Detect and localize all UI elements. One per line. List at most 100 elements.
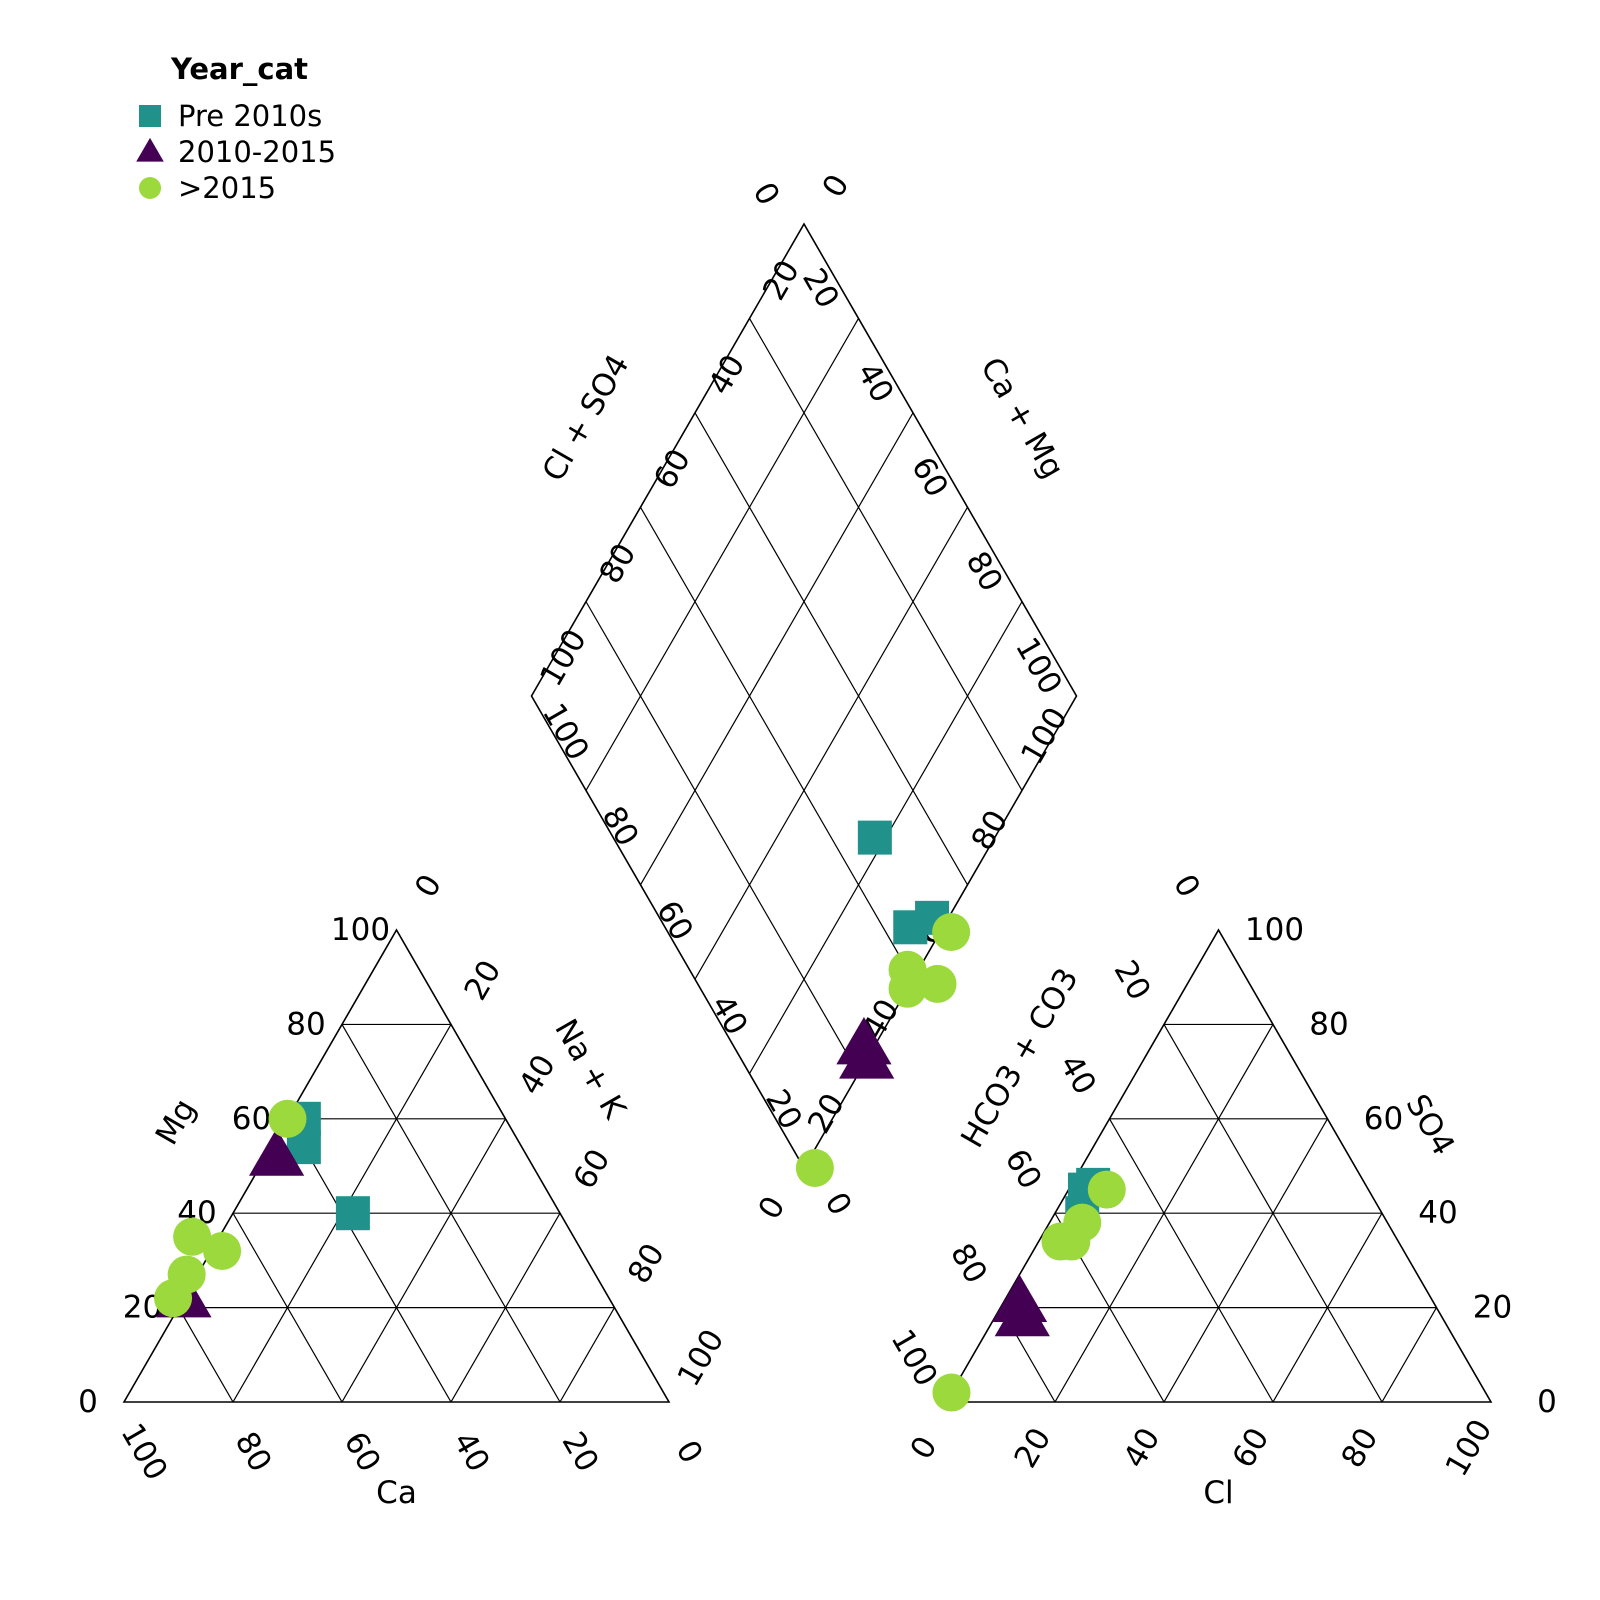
cation-axis-label-ca: Ca xyxy=(376,1475,417,1511)
cation-point xyxy=(249,1128,305,1176)
cation-nak-tick-label: 80 xyxy=(621,1238,672,1290)
legend-marker xyxy=(139,105,161,127)
anion-point xyxy=(1087,1170,1126,1209)
cation-nak-tick-label: 100 xyxy=(671,1323,732,1392)
diamond-axis-label-cl-so4: Cl + SO4 xyxy=(535,348,636,487)
cation-point xyxy=(335,1196,370,1231)
anion-hco3-tick-label: 100 xyxy=(884,1323,945,1392)
anion-hco3-tick-label: 40 xyxy=(1052,1049,1103,1101)
cation-nak-tick-label: 40 xyxy=(512,1049,563,1101)
cation-mg-tick-label: 0 xyxy=(78,1384,98,1420)
cation-ca-tick-label: 80 xyxy=(228,1426,279,1478)
cation-point xyxy=(173,1217,212,1256)
cation-ca-tick-label: 100 xyxy=(114,1417,175,1486)
data-points xyxy=(154,820,1126,1412)
diamond-gridline xyxy=(694,506,969,980)
diamond-upper-right-tick-label: 0 xyxy=(815,168,856,203)
diamond-gridline xyxy=(748,318,1023,791)
anion-cl-tick-label: 20 xyxy=(1008,1422,1059,1474)
cation-gridline xyxy=(341,1024,561,1403)
cation-gridline xyxy=(232,1212,343,1403)
diamond-gridline xyxy=(639,412,914,886)
diamond-gridline xyxy=(585,601,860,1074)
anion-gridline xyxy=(1163,1024,1383,1403)
diamond-point xyxy=(857,820,892,855)
anion-gridline xyxy=(1163,1118,1329,1403)
anion-cl-tick-label: 40 xyxy=(1117,1422,1168,1474)
diamond-lower-right-tick-label: 80 xyxy=(595,800,646,852)
diamond-point xyxy=(918,964,957,1003)
legend-marker xyxy=(136,137,164,162)
cation-gridline xyxy=(341,1118,507,1403)
cation-ca-tick-label: 40 xyxy=(446,1426,497,1478)
diamond-point xyxy=(795,1149,834,1187)
diamond-lower-left-tick-label: 20 xyxy=(801,1088,852,1140)
cation-nak-tick-label: 20 xyxy=(458,954,509,1006)
diamond-lower-right-tick-label: 60 xyxy=(649,895,700,947)
anion-hco3-tick-label: 20 xyxy=(1107,954,1158,1006)
legend-entry-label: 2010-2015 xyxy=(178,135,336,169)
anion-triangle-frame xyxy=(944,928,1493,1403)
diamond-axis-label-ca-mg: Ca + Mg xyxy=(973,352,1071,485)
anion-hco3-tick-label: 80 xyxy=(943,1238,994,1290)
diamond-point xyxy=(932,913,971,952)
diamond-point xyxy=(893,910,928,945)
diamond-lower-left-tick-label: 80 xyxy=(965,804,1016,856)
diamond-gridline xyxy=(585,318,860,791)
cation-gridline xyxy=(559,1307,616,1403)
diamond-upper-left-tick-label: 100 xyxy=(1008,631,1069,700)
cation-axis-label-mg: Mg xyxy=(149,1093,203,1151)
legend-entry-label: >2015 xyxy=(178,171,276,205)
cation-point xyxy=(268,1099,307,1138)
diamond-upper-left-tick-label: 0 xyxy=(745,176,786,211)
anion-so4-tick-label: 100 xyxy=(1245,912,1304,948)
anion-so4-tick-label: 40 xyxy=(1418,1195,1457,1231)
anion-cl-tick-label: 0 xyxy=(903,1430,944,1465)
cation-ca-tick-label: 60 xyxy=(337,1426,388,1478)
cation-gridline xyxy=(286,1118,452,1403)
cation-point xyxy=(203,1231,242,1270)
anion-point xyxy=(932,1373,971,1412)
diamond-lower-right-tick-label: 100 xyxy=(535,697,596,766)
diamond-gridline xyxy=(694,412,969,886)
diamond-point xyxy=(839,1031,895,1079)
anion-gridline xyxy=(1108,1118,1274,1403)
legend-marker xyxy=(139,177,161,199)
diamond-lower-right-tick-label: 0 xyxy=(817,1186,858,1221)
anion-cl-tick-label: 60 xyxy=(1226,1422,1277,1474)
anion-so4-tick-label: 80 xyxy=(1309,1006,1348,1042)
cation-point xyxy=(167,1255,206,1294)
diamond-lower-left-tick-label: 100 xyxy=(1014,701,1075,770)
diamond-lower-right-tick-label: 20 xyxy=(758,1084,809,1136)
diamond-frame xyxy=(530,222,1078,1170)
diamond-point xyxy=(888,969,927,1008)
anion-cl-tick-label: 80 xyxy=(1335,1422,1386,1474)
diamond-upper-right-tick-label: 80 xyxy=(593,538,644,590)
anion-point xyxy=(1041,1222,1080,1261)
anion-so4-tick-label: 0 xyxy=(1537,1384,1557,1420)
cation-nak-tick-label: 0 xyxy=(408,868,449,903)
legend-title: Year_cat xyxy=(170,52,308,86)
cation-nak-tick-label: 60 xyxy=(567,1143,618,1195)
cation-gridline xyxy=(177,1307,234,1403)
cation-mg-tick-label: 80 xyxy=(286,1006,325,1042)
diamond-gridline xyxy=(639,506,914,980)
anion-so4-tick-label: 20 xyxy=(1473,1290,1512,1326)
diamond-upper-left-tick-label: 40 xyxy=(850,357,901,409)
cation-mg-tick-label: 100 xyxy=(331,912,390,948)
diamond-upper-left-tick-label: 80 xyxy=(959,546,1010,598)
diamond-upper-left-tick-label: 60 xyxy=(904,451,955,503)
anion-axis-label-so4: SO4 xyxy=(1398,1088,1461,1161)
anion-cl-tick-label: 100 xyxy=(1439,1413,1500,1482)
diamond-upper-right-tick-label: 20 xyxy=(756,254,807,306)
diamond-lower-left-tick-label: 0 xyxy=(751,1190,792,1225)
diamond-upper-right-tick-label: 60 xyxy=(647,443,698,495)
legend-entry-label: Pre 2010s xyxy=(178,99,322,133)
anion-point xyxy=(994,1288,1050,1337)
anion-hco3-tick-label: 0 xyxy=(1166,868,1207,903)
anion-axis-label-cl: Cl xyxy=(1203,1475,1233,1511)
